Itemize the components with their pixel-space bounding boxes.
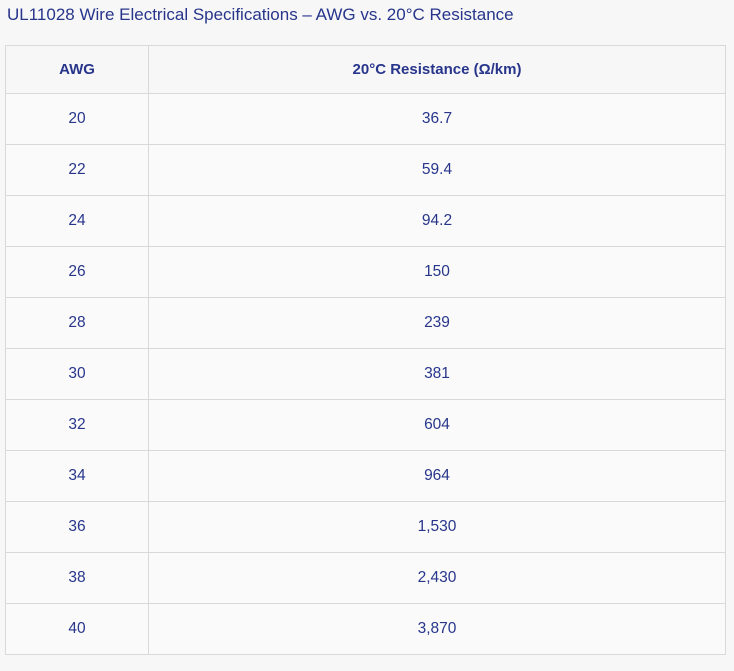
awg-cell: 28 xyxy=(5,297,149,349)
resistance-cell: 150 xyxy=(148,246,726,298)
awg-cell: 34 xyxy=(5,450,149,502)
awg-cell: 38 xyxy=(5,552,149,604)
resistance-cell: 604 xyxy=(148,399,726,451)
col-header-awg: AWG xyxy=(5,45,149,94)
awg-cell: 40 xyxy=(5,603,149,655)
table-body: 20 36.7 22 59.4 24 94.2 26 150 28 239 30… xyxy=(5,93,726,655)
resistance-cell: 964 xyxy=(148,450,726,502)
resistance-cell: 59.4 xyxy=(148,144,726,196)
table-row: 36 1,530 xyxy=(5,501,726,553)
awg-cell: 36 xyxy=(5,501,149,553)
table-row: 22 59.4 xyxy=(5,144,726,196)
table-row: 40 3,870 xyxy=(5,603,726,655)
resistance-cell: 239 xyxy=(148,297,726,349)
awg-cell: 24 xyxy=(5,195,149,247)
resistance-cell: 381 xyxy=(148,348,726,400)
spec-table: AWG 20°C Resistance (Ω/km) 20 36.7 22 59… xyxy=(5,45,726,655)
resistance-cell: 2,430 xyxy=(148,552,726,604)
resistance-cell: 94.2 xyxy=(148,195,726,247)
table-row: 24 94.2 xyxy=(5,195,726,247)
table-row: 20 36.7 xyxy=(5,93,726,145)
awg-cell: 22 xyxy=(5,144,149,196)
resistance-cell: 1,530 xyxy=(148,501,726,553)
col-header-resistance: 20°C Resistance (Ω/km) xyxy=(148,45,726,94)
page-title: UL11028 Wire Electrical Specifications –… xyxy=(7,5,514,24)
table-header-row: AWG 20°C Resistance (Ω/km) xyxy=(5,45,726,94)
table-row: 34 964 xyxy=(5,450,726,502)
table-row: 26 150 xyxy=(5,246,726,298)
table-row: 28 239 xyxy=(5,297,726,349)
resistance-cell: 3,870 xyxy=(148,603,726,655)
resistance-cell: 36.7 xyxy=(148,93,726,145)
table-row: 30 381 xyxy=(5,348,726,400)
table-row: 38 2,430 xyxy=(5,552,726,604)
awg-cell: 20 xyxy=(5,93,149,145)
table-row: 32 604 xyxy=(5,399,726,451)
awg-cell: 26 xyxy=(5,246,149,298)
awg-cell: 32 xyxy=(5,399,149,451)
awg-cell: 30 xyxy=(5,348,149,400)
page: { "page": { "title": "UL11028 Wire Elect… xyxy=(0,4,734,671)
